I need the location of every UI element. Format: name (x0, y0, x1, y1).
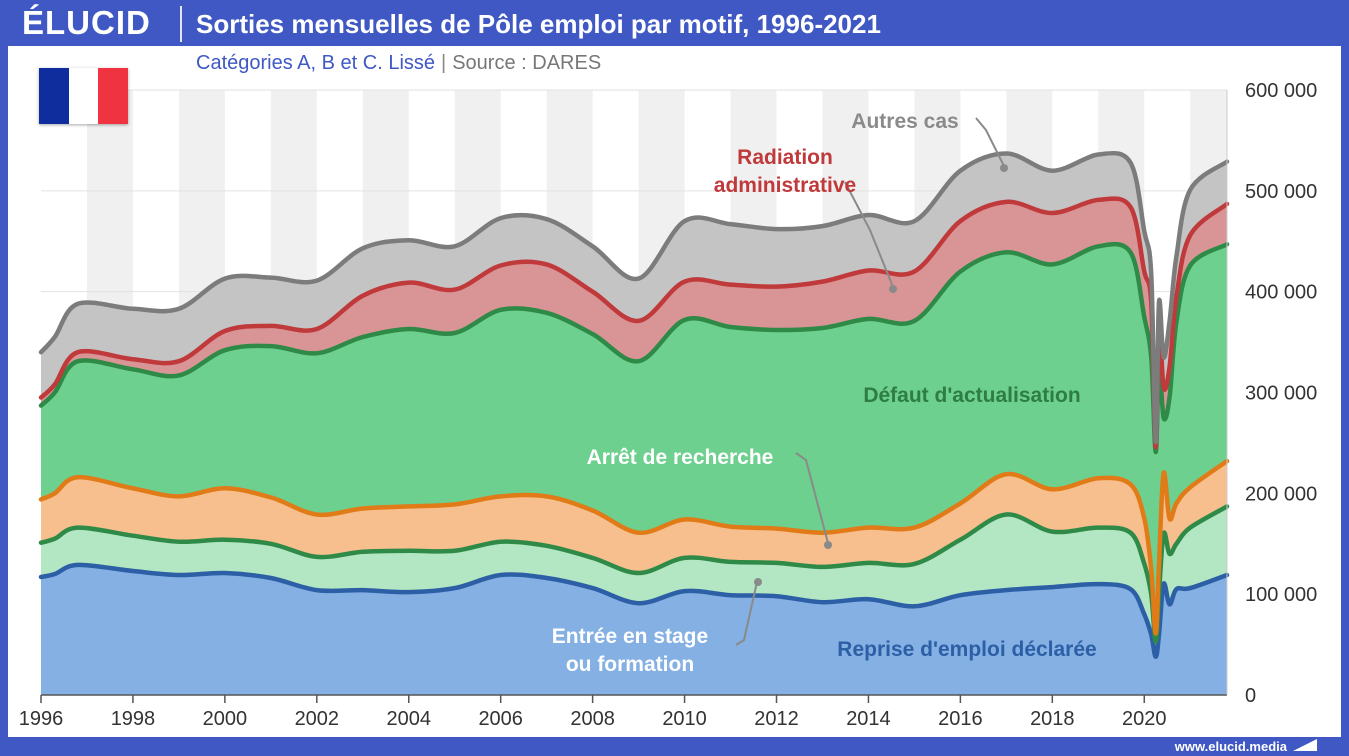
annotation-line: administrative (714, 174, 856, 197)
x-tick-label: 2004 (387, 708, 432, 730)
france-flag-icon (39, 68, 129, 124)
area-0 (41, 564, 1227, 695)
y-tick-label: 0 (1245, 685, 1256, 707)
annotation-leader (735, 581, 758, 646)
x-tick-label: 2016 (938, 708, 983, 730)
x-tick-label: 2018 (1030, 708, 1075, 730)
x-tick-label: 2008 (570, 708, 615, 730)
chart-title: Sorties mensuelles de Pôle emploi par mo… (196, 9, 881, 39)
x-tick-label: 1996 (19, 708, 64, 730)
line-layer (38, 150, 1230, 659)
x-tick-label: 2020 (1122, 708, 1167, 730)
annotation-dot (889, 285, 897, 293)
annotation-4: Entrée en stage ou formation (552, 625, 708, 676)
header-bar (0, 0, 1349, 46)
annotation-line: Radiation (737, 146, 833, 169)
area-layer (41, 153, 1227, 696)
annotation-leader (975, 117, 1005, 167)
y-tick-label: 600 000 (1245, 80, 1317, 102)
annotation-line: Autres cas (851, 110, 958, 133)
brand-logo[interactable]: ÉLUCID (22, 4, 151, 41)
annotation-dot (824, 541, 832, 549)
x-tick-label: 2006 (478, 708, 523, 730)
annotation-dot (1000, 164, 1008, 172)
x-tick-label: 2010 (662, 708, 707, 730)
annotation-dot (754, 578, 762, 586)
annotation-layer: Autres cas Radiation administrative Défaut … (552, 110, 1097, 676)
series-line-2 (38, 458, 1230, 636)
annotation-leader (844, 181, 894, 288)
series-line-0 (38, 562, 1230, 659)
x-tick-label: 1998 (111, 708, 156, 730)
x-tick-label: 2000 (203, 708, 248, 730)
elucid-arrow-icon (1293, 739, 1317, 751)
annotation-line: ou formation (566, 653, 694, 676)
annotation-line: Arrêt de recherche (587, 446, 774, 469)
source-text: Source : DARES (452, 52, 602, 74)
annotation-1: Radiation administrative (714, 146, 856, 197)
subtitle-text: Catégories A, B et C. Lissé (196, 52, 436, 74)
y-tick-label: 300 000 (1245, 383, 1317, 405)
flag-red-band (98, 68, 129, 124)
x-tick-label: 2012 (754, 708, 799, 730)
flag-blue-band (39, 68, 69, 124)
annotation-line: Défaut d'actualisation (863, 384, 1080, 407)
x-tick-label: 2014 (846, 708, 891, 730)
annotation-0: Autres cas (851, 110, 958, 133)
x-tick-label: 2002 (295, 708, 340, 730)
flag-white-band (68, 68, 99, 124)
website-url[interactable]: www.elucid.media (1174, 739, 1287, 754)
annotation-leader (795, 452, 829, 544)
series-line-5 (38, 150, 1230, 445)
y-tick-label: 100 000 (1245, 584, 1317, 606)
y-tick-label: 500 000 (1245, 181, 1317, 203)
chart-subtitle: Catégories A, B et C. Lissé | Source : DAR… (196, 52, 601, 75)
annotation-3: Arrêt de recherche (587, 446, 774, 469)
annotation-5: Reprise d'emploi déclarée (837, 638, 1096, 661)
annotation-line: Entrée en stage (552, 625, 708, 648)
subtitle-separator: | (441, 52, 447, 74)
logo-divider (180, 6, 182, 42)
y-tick-label: 400 000 (1245, 282, 1317, 304)
annotation-2: Défaut d'actualisation (863, 384, 1080, 407)
y-tick-label: 200 000 (1245, 483, 1317, 505)
annotation-line: Reprise d'emploi déclarée (837, 638, 1096, 661)
